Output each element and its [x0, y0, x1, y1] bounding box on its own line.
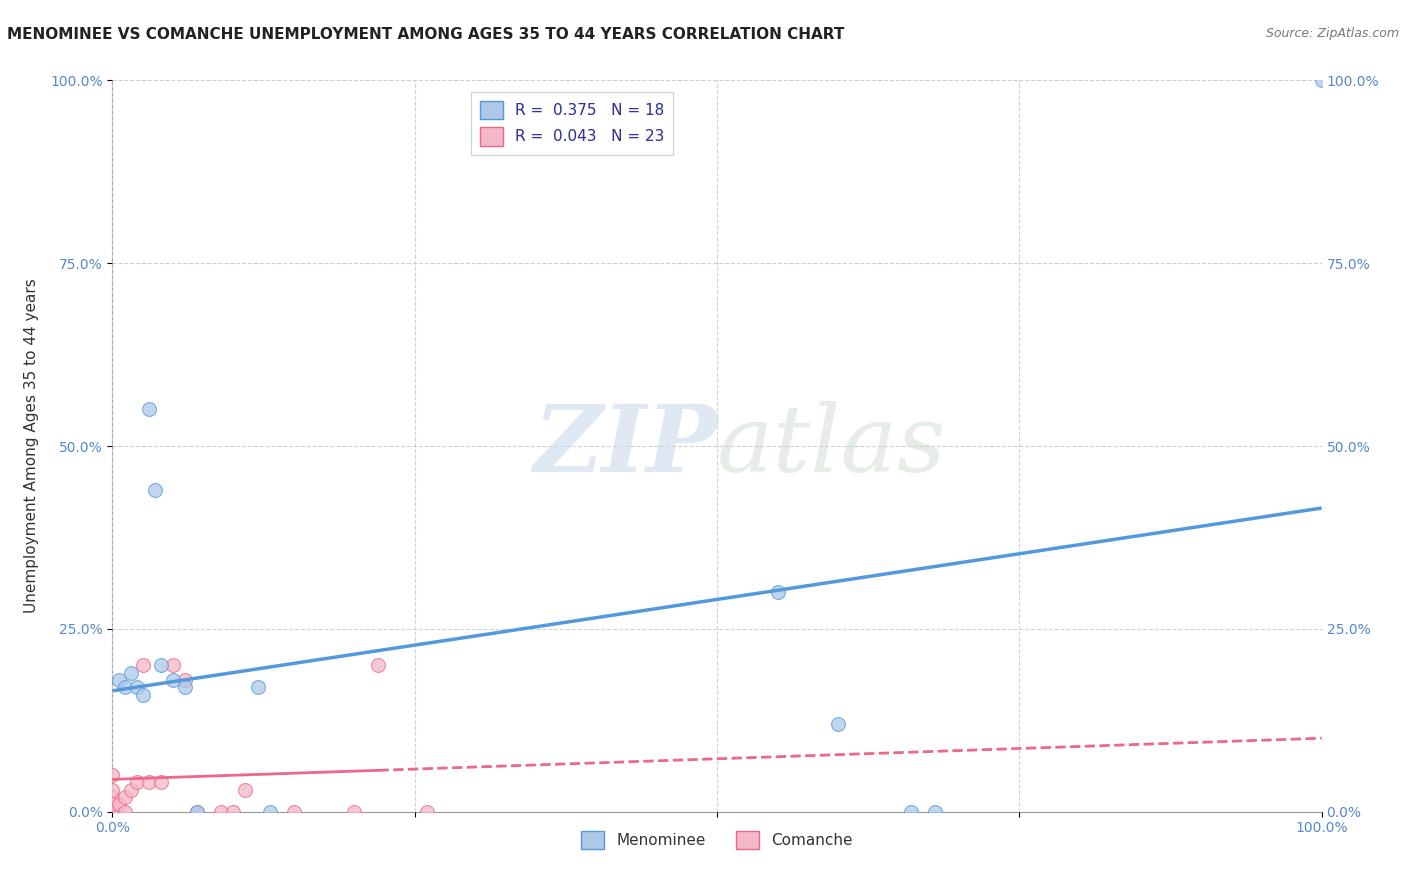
Point — [367, 658, 389, 673]
Point — [246, 681, 269, 695]
Point — [101, 805, 124, 819]
Point — [343, 805, 366, 819]
Text: MENOMINEE VS COMANCHE UNEMPLOYMENT AMONG AGES 35 TO 44 YEARS CORRELATION CHART: MENOMINEE VS COMANCHE UNEMPLOYMENT AMONG… — [7, 27, 845, 42]
Point — [114, 681, 136, 695]
Y-axis label: Unemployment Among Ages 35 to 44 years: Unemployment Among Ages 35 to 44 years — [24, 278, 39, 614]
Point — [259, 805, 281, 819]
Point — [174, 673, 197, 687]
Point — [222, 805, 245, 819]
Point — [283, 805, 305, 819]
Point — [186, 805, 208, 819]
Point — [162, 658, 184, 673]
Point — [416, 805, 439, 819]
Point — [138, 775, 160, 789]
Point — [1310, 73, 1333, 87]
Point — [174, 681, 197, 695]
Point — [101, 797, 124, 812]
Point — [149, 658, 172, 673]
Point — [101, 782, 124, 797]
Point — [132, 658, 155, 673]
Point — [924, 805, 946, 819]
Point — [125, 775, 148, 789]
Point — [101, 768, 124, 782]
Point — [766, 585, 789, 599]
Point — [143, 483, 166, 497]
Point — [209, 805, 232, 819]
Point — [132, 688, 155, 702]
Point — [114, 805, 136, 819]
Text: ZIP: ZIP — [533, 401, 717, 491]
Point — [120, 665, 142, 680]
Point — [827, 717, 849, 731]
Text: atlas: atlas — [717, 401, 946, 491]
Point — [138, 402, 160, 417]
Point — [162, 673, 184, 687]
Point — [149, 775, 172, 789]
Text: Source: ZipAtlas.com: Source: ZipAtlas.com — [1265, 27, 1399, 40]
Point — [107, 673, 129, 687]
Point — [120, 782, 142, 797]
Point — [900, 805, 922, 819]
Point — [125, 681, 148, 695]
Point — [107, 797, 129, 812]
Legend: R =  0.375   N = 18, R =  0.043   N = 23: R = 0.375 N = 18, R = 0.043 N = 23 — [471, 92, 673, 155]
Point — [114, 790, 136, 805]
Point — [235, 782, 257, 797]
Point — [101, 790, 124, 805]
Point — [186, 805, 208, 819]
